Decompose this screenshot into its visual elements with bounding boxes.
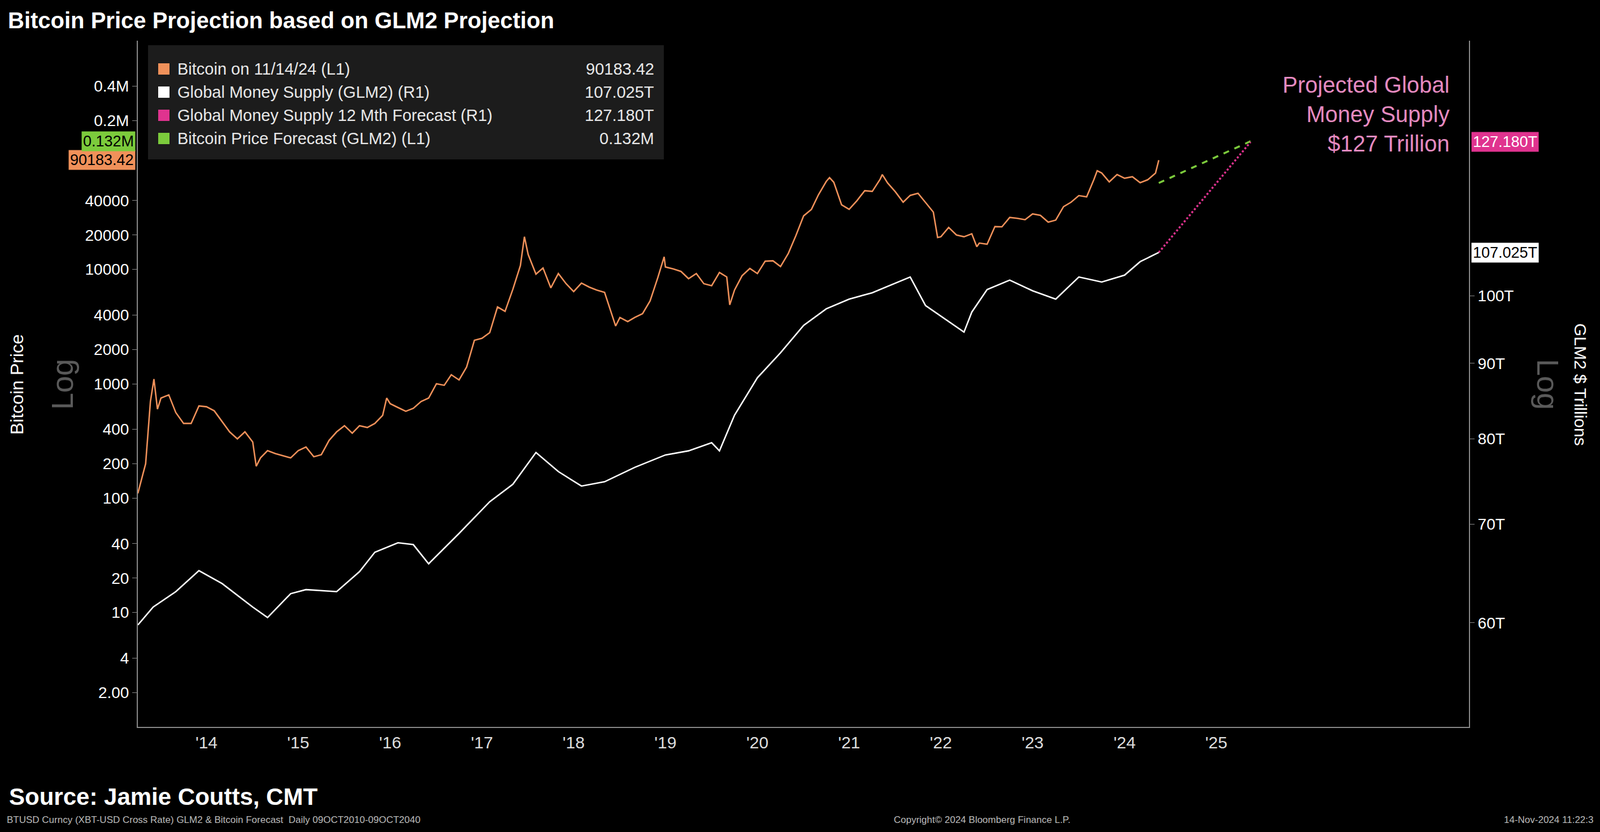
svg-text:'19: '19 bbox=[654, 732, 677, 752]
svg-text:2.00: 2.00 bbox=[98, 683, 130, 702]
svg-text:2000: 2000 bbox=[93, 340, 129, 359]
svg-text:'20: '20 bbox=[746, 732, 769, 752]
svg-text:'18: '18 bbox=[562, 732, 585, 752]
svg-text:Bitcoin on 11/14/24 (L1): Bitcoin on 11/14/24 (L1) bbox=[177, 59, 351, 78]
svg-text:Copyright© 2024 Bloomberg Fina: Copyright© 2024 Bloomberg Finance L.P. bbox=[893, 814, 1071, 825]
svg-text:'25: '25 bbox=[1205, 732, 1228, 752]
svg-text:Bitcoin Price Projection based: Bitcoin Price Projection based on GLM2 P… bbox=[7, 7, 555, 33]
svg-text:'22: '22 bbox=[929, 732, 952, 752]
svg-text:0.4M: 0.4M bbox=[93, 77, 129, 95]
svg-text:10: 10 bbox=[111, 603, 129, 621]
svg-text:14-Nov-2024 11:22:3: 14-Nov-2024 11:22:3 bbox=[1503, 814, 1594, 825]
svg-text:90T: 90T bbox=[1477, 354, 1506, 373]
svg-text:90183.42: 90183.42 bbox=[585, 59, 655, 78]
svg-text:Bitcoin Price Forecast (GLM2): Bitcoin Price Forecast (GLM2) (L1) bbox=[177, 129, 431, 148]
svg-text:40000: 40000 bbox=[85, 192, 130, 210]
svg-text:10000: 10000 bbox=[85, 260, 130, 278]
svg-text:Projected GlobalMoney Supply$1: Projected GlobalMoney Supply$127 Trillio… bbox=[1282, 72, 1450, 156]
svg-text:'16: '16 bbox=[379, 732, 402, 752]
svg-text:20: 20 bbox=[111, 569, 129, 588]
svg-text:0.2M: 0.2M bbox=[93, 111, 129, 130]
svg-text:'15: '15 bbox=[287, 732, 310, 752]
svg-text:BTUSD Curncy (XBT-USD Cross Ra: BTUSD Curncy (XBT-USD Cross Rate) GLM2 &… bbox=[6, 814, 421, 825]
svg-text:Global Money Supply 12 Mth For: Global Money Supply 12 Mth Forecast (R1) bbox=[177, 106, 493, 125]
svg-text:4: 4 bbox=[120, 649, 130, 667]
svg-text:4000: 4000 bbox=[93, 306, 129, 324]
svg-text:0.132M: 0.132M bbox=[83, 132, 134, 150]
svg-text:GLM2 $ Trillions: GLM2 $ Trillions bbox=[1571, 323, 1590, 446]
svg-text:80T: 80T bbox=[1477, 429, 1506, 448]
svg-text:400: 400 bbox=[102, 420, 130, 438]
svg-text:200: 200 bbox=[102, 454, 130, 473]
svg-text:90183.42: 90183.42 bbox=[70, 151, 134, 169]
svg-text:127.180T: 127.180T bbox=[1472, 133, 1538, 151]
svg-text:127.180T: 127.180T bbox=[584, 106, 655, 125]
svg-text:107.025T: 107.025T bbox=[584, 83, 655, 102]
svg-text:0.132M: 0.132M bbox=[599, 129, 655, 148]
svg-text:Global Money Supply (GLM2) (R1: Global Money Supply (GLM2) (R1) bbox=[177, 83, 430, 102]
svg-text:Bitcoin Price: Bitcoin Price bbox=[6, 333, 28, 435]
svg-text:'17: '17 bbox=[470, 732, 493, 752]
svg-text:Log: Log bbox=[1531, 358, 1565, 410]
svg-text:1000: 1000 bbox=[93, 375, 129, 393]
svg-text:100: 100 bbox=[102, 489, 130, 507]
svg-text:107.025T: 107.025T bbox=[1472, 244, 1538, 262]
svg-text:40: 40 bbox=[111, 535, 129, 553]
svg-text:'24: '24 bbox=[1113, 732, 1136, 752]
svg-text:100T: 100T bbox=[1477, 287, 1515, 305]
svg-text:Log: Log bbox=[45, 358, 80, 410]
svg-text:60T: 60T bbox=[1477, 614, 1506, 632]
svg-text:70T: 70T bbox=[1477, 515, 1506, 533]
svg-text:'14: '14 bbox=[195, 732, 218, 752]
svg-text:'23: '23 bbox=[1021, 732, 1044, 752]
svg-text:Source: Jamie Coutts, CMT: Source: Jamie Coutts, CMT bbox=[9, 783, 318, 810]
svg-text:'21: '21 bbox=[837, 732, 860, 752]
svg-text:20000: 20000 bbox=[85, 226, 130, 245]
